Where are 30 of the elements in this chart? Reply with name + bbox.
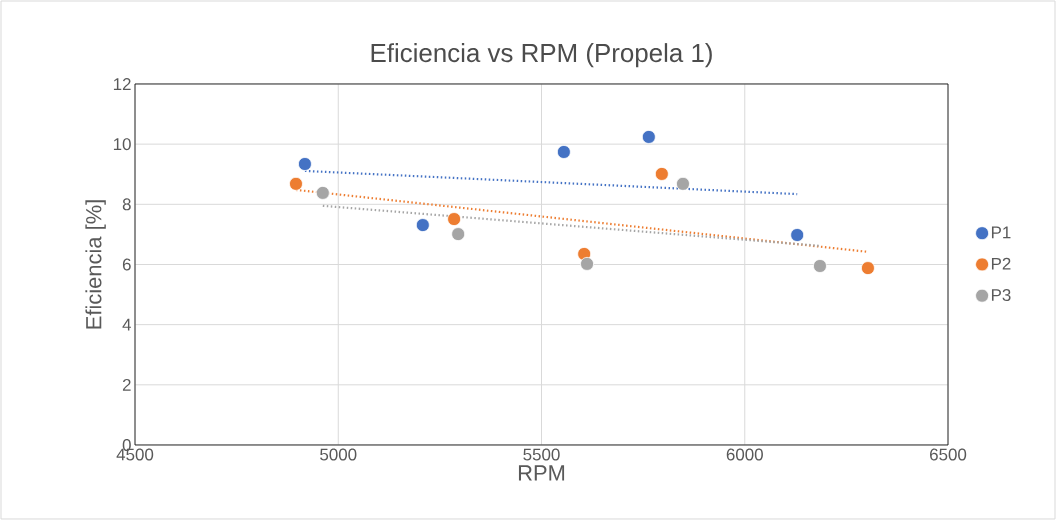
legend-label: P2: [991, 257, 1011, 270]
point: [447, 212, 462, 226]
point: [415, 218, 430, 232]
y-tick-label: 2: [122, 378, 131, 391]
legend-label: P1: [991, 226, 1011, 239]
point: [641, 130, 656, 144]
x-tick-label: 5000: [320, 448, 357, 461]
point: [556, 145, 571, 159]
y-tick-label: 6: [122, 258, 131, 271]
x-tick-label: 6500: [930, 448, 967, 461]
x-axis-title: RPM: [518, 465, 565, 481]
x-tick-label: 6000: [726, 448, 763, 461]
point: [676, 176, 690, 191]
chart-title: Eficiencia vs RPM (Propela 1): [371, 43, 712, 68]
point: [315, 185, 330, 200]
point: [861, 261, 875, 275]
legend-label: P3: [991, 289, 1011, 302]
point: [790, 228, 805, 242]
y-tick-label: 8: [122, 198, 131, 211]
point: [813, 259, 827, 273]
y-tick-label: 12: [113, 78, 131, 90]
point: [298, 157, 312, 171]
x-tick-label: 5500: [523, 448, 560, 461]
y-tick-label: 10: [113, 138, 131, 151]
point: [580, 256, 594, 271]
y-tick-label: 4: [122, 318, 131, 331]
point: [451, 227, 466, 241]
point: [289, 176, 303, 191]
y-axis-title: Eficiencia [%]: [85, 200, 106, 329]
point: [654, 167, 669, 181]
